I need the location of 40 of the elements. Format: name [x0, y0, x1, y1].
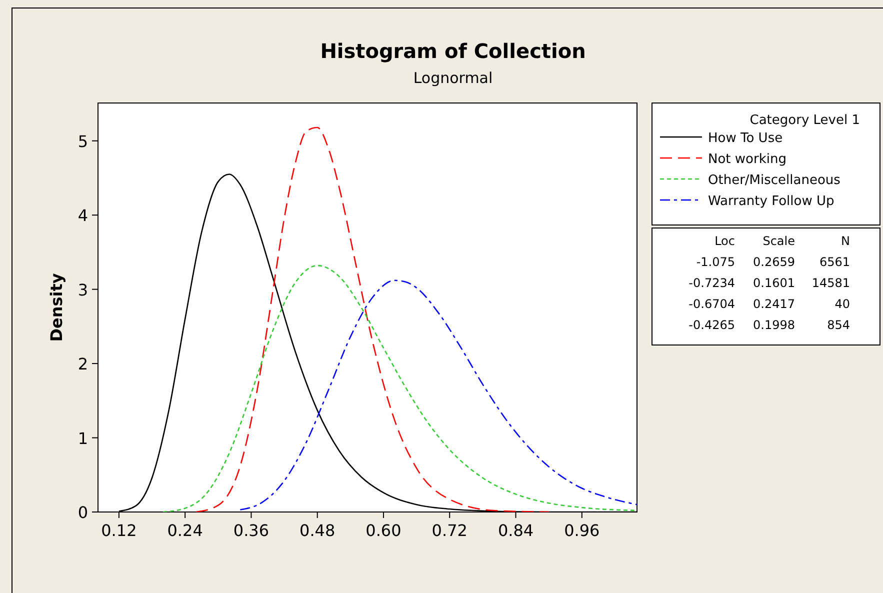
line-series: [240, 280, 637, 510]
x-tick-label: 0.84: [498, 521, 534, 540]
text: 0.2417: [753, 297, 795, 311]
y-tick-label: 3: [78, 280, 88, 300]
y-tick-label: 5: [78, 132, 88, 151]
chart-subtitle: Lognormal: [413, 69, 493, 87]
text: N: [841, 234, 850, 248]
x-tick-label: 0.96: [564, 521, 600, 540]
text: -0.4265: [688, 318, 735, 332]
y-tick-label: 1: [78, 428, 88, 448]
x-tick-label: 0.48: [300, 521, 336, 540]
y-axis-title: Density: [47, 272, 66, 342]
text: 6561: [819, 255, 850, 269]
text: 854: [827, 318, 850, 332]
text: -1.075: [696, 255, 735, 269]
text: 14581: [812, 276, 850, 290]
legend-label: How To Use: [708, 131, 783, 146]
x-tick-label: 0.12: [101, 521, 137, 540]
text: 0.2659: [753, 255, 795, 269]
y-tick-label: 4: [78, 206, 88, 226]
x-tick-label: 0.72: [432, 521, 468, 540]
text: 0.1998: [753, 318, 795, 332]
y-tick-label: 2: [78, 354, 88, 374]
line-series: [195, 126, 550, 512]
text: Loc: [714, 234, 735, 248]
chart-title: Histogram of Collection: [320, 39, 586, 63]
x-tick-label: 0.60: [366, 521, 402, 540]
text: 40: [834, 297, 850, 311]
legend-label: Not working: [708, 152, 786, 167]
legend-label: Warranty Follow Up: [708, 194, 834, 209]
y-tick-label: 0: [78, 503, 88, 522]
x-tick-label: 0.24: [167, 521, 203, 540]
text: Scale: [762, 234, 795, 248]
legend-label: Other/Miscellaneous: [708, 173, 841, 188]
line-series: [162, 264, 637, 512]
text: 0.1601: [753, 276, 795, 290]
text: -0.6704: [688, 297, 735, 311]
text: -0.7234: [688, 276, 735, 290]
legend-title: Category Level 1: [750, 113, 860, 128]
x-tick-label: 0.36: [233, 521, 270, 540]
